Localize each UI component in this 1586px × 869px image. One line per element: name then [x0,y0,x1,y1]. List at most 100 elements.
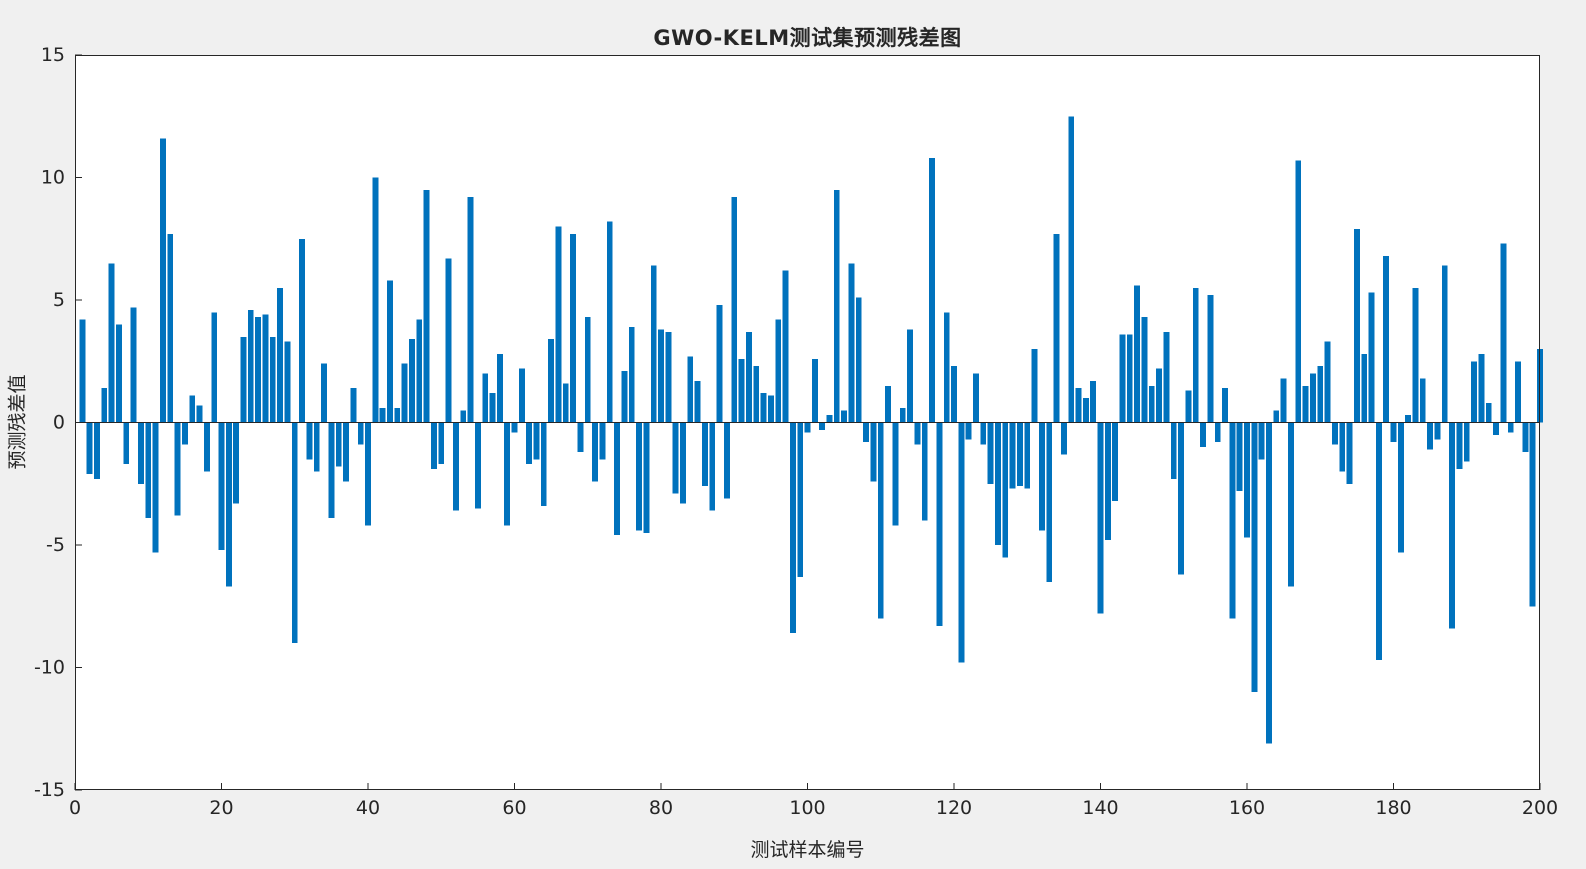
x-tick-label: 80 [649,797,673,819]
bar [936,422,943,626]
bar [811,358,818,423]
bar [767,395,774,423]
bar [1478,353,1485,423]
bar [225,422,232,587]
bar [365,422,371,526]
bar [1339,422,1346,472]
bar [306,422,313,460]
bar [1485,402,1492,423]
bar [650,265,657,423]
bar [1405,415,1412,423]
bar [958,422,965,663]
bar [973,373,979,423]
x-tick-label: 40 [356,797,380,819]
bar [211,312,218,423]
bar [738,358,745,423]
bar [694,380,701,423]
bar [1112,422,1119,501]
bar [724,422,730,499]
y-tick-label: 15 [41,44,65,66]
bar [1141,317,1148,423]
bar [145,422,152,519]
bar [577,422,584,452]
bar [262,314,269,423]
bar [562,383,569,423]
bar [101,388,108,423]
bar [987,422,994,484]
bar [592,422,598,482]
bar [943,312,950,423]
bar [174,422,181,516]
bar [79,319,86,423]
bar [1068,116,1075,423]
bar [1317,366,1324,423]
x-tick-label: 200 [1522,797,1558,819]
bar [1288,422,1294,587]
bar [1390,422,1397,443]
bar [745,331,752,423]
bar [1456,422,1463,470]
bar [255,317,262,423]
y-axis-label: 预测残差值 [6,374,29,470]
bar [1024,422,1031,489]
y-tick-label: 0 [53,412,65,434]
bar [233,422,240,504]
bar [269,336,276,423]
bar [1082,398,1089,423]
bar [892,422,899,526]
bar [1419,378,1426,423]
bar [299,238,305,423]
bar [1229,422,1236,619]
bar [196,405,203,423]
bar [826,415,833,423]
bar [540,422,547,506]
bar [1463,422,1470,462]
bar [870,422,877,482]
bar [409,339,415,423]
bar [247,309,254,423]
bar [782,270,789,423]
bar [907,329,913,423]
bar [511,422,518,433]
bar [328,422,335,519]
bar [152,422,159,553]
bar [138,422,144,484]
bar [1104,422,1111,541]
bar [1178,422,1184,575]
bar [474,422,481,509]
bar [123,422,130,465]
bar [159,138,166,423]
bar [628,326,635,423]
bar [1163,331,1170,423]
bar [438,422,445,465]
bar [401,363,408,423]
bar [496,353,503,423]
bar [877,422,884,619]
bar [1148,385,1155,423]
bar [240,336,247,423]
bar [108,263,115,423]
bar [599,422,606,460]
bar [702,422,708,487]
bar [606,221,613,423]
bar [1273,410,1280,423]
bar [1471,361,1477,423]
bar [467,197,474,423]
bar [379,407,386,423]
bar [1236,422,1243,492]
bar [833,189,840,423]
bar [1449,422,1456,629]
bar [797,422,804,577]
bar [1119,334,1126,423]
bar [1244,422,1250,538]
bar [1200,422,1206,447]
chart-title: GWO-KELM测试集预测残差图 [653,26,962,50]
bar [1002,422,1009,558]
bar [687,356,694,423]
bar [189,395,196,423]
x-tick-label: 20 [209,797,233,819]
bar [1266,422,1272,744]
bar [343,422,349,482]
